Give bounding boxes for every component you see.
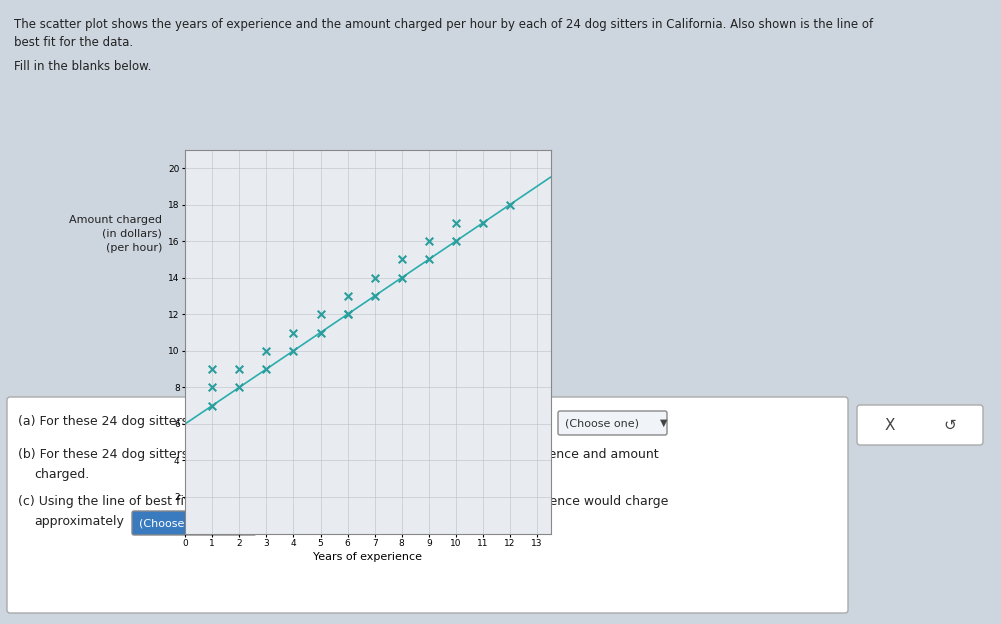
Text: (Choose one): (Choose one)	[267, 451, 341, 461]
Point	[204, 401, 220, 411]
X-axis label: Years of experience: Years of experience	[313, 552, 422, 562]
Point	[231, 383, 247, 392]
Point	[366, 291, 382, 301]
Text: (a) For these 24 dog sitters, as experience increases, the amount charged tends : (a) For these 24 dog sitters, as experie…	[18, 415, 539, 428]
Text: The scatter plot shows the years of experience and the amount charged per hour b: The scatter plot shows the years of expe…	[14, 18, 873, 31]
Point	[312, 328, 328, 338]
Point	[393, 255, 409, 265]
Point	[258, 346, 274, 356]
Text: ↺: ↺	[944, 417, 956, 432]
Point	[231, 364, 247, 374]
Text: approximately: approximately	[34, 515, 124, 528]
Text: (c) Using the line of best fit, we would predict that a dog sitter with 9 years : (c) Using the line of best fit, we would…	[18, 495, 669, 508]
Text: Amount charged: Amount charged	[69, 215, 162, 225]
Text: Fill in the blanks below.: Fill in the blanks below.	[14, 60, 151, 73]
Point	[420, 236, 436, 246]
Text: (in dollars): (in dollars)	[102, 229, 162, 239]
Point	[204, 383, 220, 392]
Point	[447, 236, 463, 246]
Point	[204, 364, 220, 374]
Point	[339, 310, 355, 319]
Text: (b) For these 24 dog sitters, there is: (b) For these 24 dog sitters, there is	[18, 448, 243, 461]
Text: ▼: ▼	[248, 518, 255, 528]
Text: (per hour): (per hour)	[106, 243, 162, 253]
Point	[312, 310, 328, 319]
Point	[420, 255, 436, 265]
Point	[366, 273, 382, 283]
Text: (Choose one): (Choose one)	[139, 518, 213, 528]
Point	[339, 310, 355, 319]
Point	[258, 364, 274, 374]
FancyBboxPatch shape	[857, 405, 983, 445]
Text: correlation between experience and amount: correlation between experience and amoun…	[380, 448, 659, 461]
Point	[474, 218, 490, 228]
FancyBboxPatch shape	[132, 511, 256, 535]
Text: best fit for the data.: best fit for the data.	[14, 36, 133, 49]
Point	[502, 200, 518, 210]
Point	[393, 273, 409, 283]
Text: X: X	[885, 417, 895, 432]
Point	[339, 291, 355, 301]
Point	[447, 218, 463, 228]
Text: (Choose one): (Choose one)	[565, 418, 639, 428]
Point	[285, 346, 301, 356]
FancyBboxPatch shape	[7, 397, 848, 613]
FancyBboxPatch shape	[260, 444, 369, 468]
Text: ▼: ▼	[362, 451, 369, 461]
Point	[285, 328, 301, 338]
FancyBboxPatch shape	[558, 411, 667, 435]
Text: charged.: charged.	[34, 468, 89, 481]
Text: ▼: ▼	[660, 418, 668, 428]
